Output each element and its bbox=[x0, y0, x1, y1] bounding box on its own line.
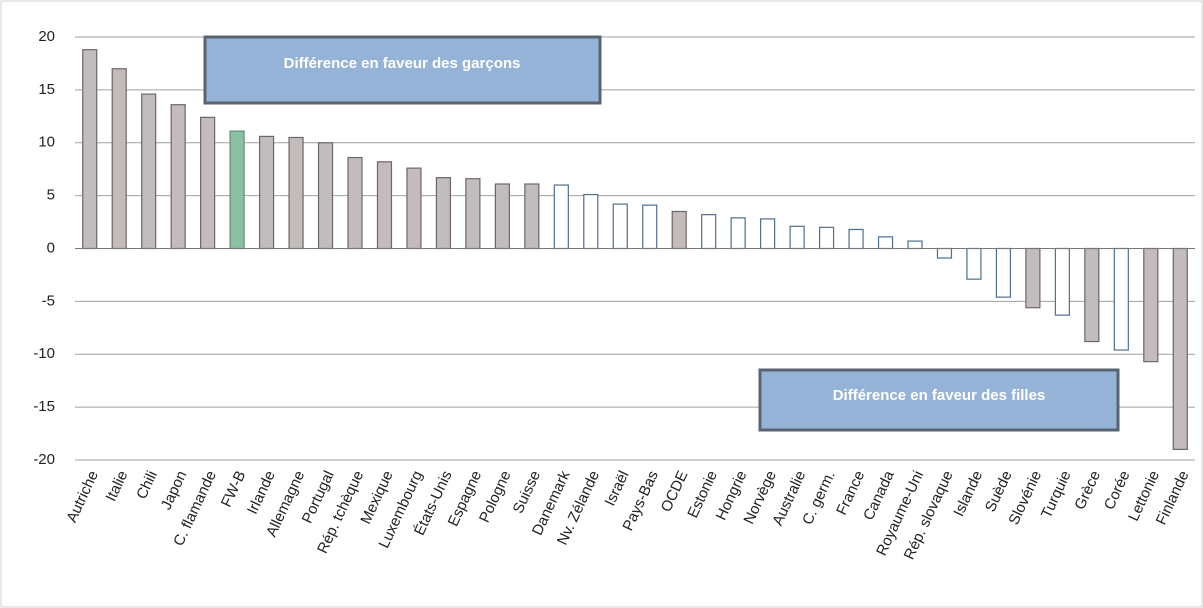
bar bbox=[1113, 247, 1129, 351]
bar bbox=[494, 183, 510, 250]
bar bbox=[789, 225, 805, 250]
bar bbox=[141, 93, 157, 250]
y-tick-label: 20 bbox=[38, 28, 55, 45]
y-tick-label: -20 bbox=[33, 451, 55, 468]
bar bbox=[229, 130, 245, 250]
bar bbox=[936, 247, 953, 259]
y-tick-label: -10 bbox=[33, 345, 55, 362]
bar bbox=[258, 135, 275, 250]
bar bbox=[1084, 247, 1100, 343]
bar bbox=[612, 203, 628, 250]
y-tick-label: 0 bbox=[47, 239, 55, 256]
bar bbox=[907, 240, 923, 250]
y-tick-label: 5 bbox=[47, 187, 55, 204]
bar bbox=[1025, 247, 1041, 309]
annotation-box bbox=[203, 35, 602, 105]
bar bbox=[760, 218, 776, 250]
bar bbox=[376, 161, 393, 250]
bar bbox=[435, 177, 452, 250]
y-tick-label: -5 bbox=[42, 292, 55, 309]
bar bbox=[200, 116, 216, 250]
y-tick-label: -15 bbox=[33, 398, 55, 415]
bar bbox=[818, 226, 835, 250]
bar bbox=[524, 183, 540, 250]
bar bbox=[170, 104, 186, 250]
bar bbox=[1172, 247, 1188, 451]
bar bbox=[995, 247, 1012, 298]
annotation-box bbox=[758, 368, 1120, 432]
bar bbox=[465, 178, 481, 250]
bar bbox=[1054, 247, 1070, 316]
bar bbox=[671, 210, 687, 250]
bar bbox=[111, 68, 127, 250]
annotation: Différence en faveur des filles bbox=[833, 387, 1046, 404]
bar bbox=[966, 247, 982, 280]
bar bbox=[347, 156, 363, 250]
bar bbox=[848, 228, 864, 250]
bar bbox=[877, 236, 894, 250]
bar bbox=[82, 49, 98, 250]
bar bbox=[1143, 247, 1159, 363]
bar bbox=[642, 204, 658, 250]
bar bbox=[701, 214, 717, 250]
y-tick-label: 15 bbox=[38, 81, 55, 98]
bar bbox=[583, 193, 599, 250]
annotation: Différence en faveur des garçons bbox=[284, 55, 521, 72]
bar bbox=[406, 167, 422, 250]
bar bbox=[730, 217, 746, 250]
bar bbox=[288, 136, 304, 250]
bar bbox=[317, 142, 334, 250]
y-tick-label: 10 bbox=[38, 134, 55, 151]
bar bbox=[553, 184, 569, 250]
